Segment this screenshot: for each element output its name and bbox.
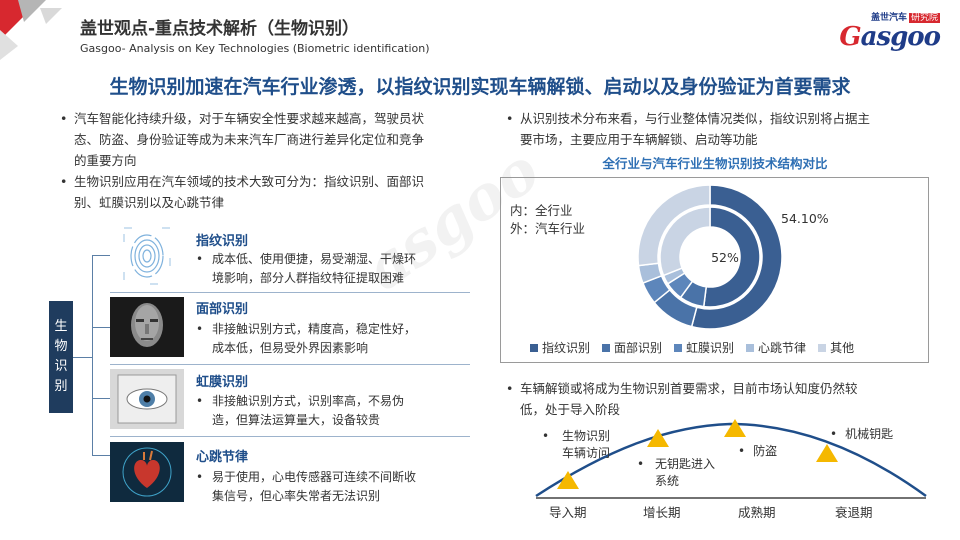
legend-swatch	[746, 344, 755, 352]
inner-center-label: 52%	[711, 250, 739, 265]
heart-icon	[110, 442, 184, 502]
chart-frame	[500, 177, 929, 363]
donut-chart	[637, 184, 783, 330]
stage-label-decline: 衰退期	[835, 505, 873, 520]
legend-swatch	[530, 344, 538, 352]
lifecycle-item-4: • 机械钥匙	[830, 427, 894, 441]
tree-branch	[92, 455, 110, 456]
tech-desc-fingerprint: • 成本低、使用便捷，易受潮湿、干燥环 境影响，部分人群指纹特征提取困难	[196, 252, 417, 285]
outer-data-label: 54.10%	[781, 211, 829, 226]
right-bullet-2: • 车辆解锁或将成为生物识别首要需求，目前市场认知度仍然较 低，处于导入阶段	[506, 381, 858, 417]
left-bullet-2: • 生物识别应用在汽车领域的技术大致可分为：指纹识别、面部识 别、虹膜识别以及心…	[60, 174, 425, 210]
legend-label: 面部识别	[614, 341, 663, 355]
tech-title-fingerprint: 指纹识别	[196, 234, 249, 249]
stage-marker-2	[647, 429, 669, 447]
legend-item: 心跳节律	[746, 341, 806, 355]
legend-swatch	[602, 344, 611, 352]
tech-title-face: 面部识别	[196, 302, 249, 317]
legend-swatch	[818, 344, 827, 352]
chart-legend: 指纹识别 面部识别 虹膜识别 心跳节律 其他	[530, 339, 866, 356]
divider	[110, 436, 470, 437]
lifecycle-item-2: • 无钥匙进入 系统	[637, 457, 716, 488]
iris-icon	[110, 369, 184, 429]
legend-label: 其他	[830, 341, 855, 355]
stage-label-mature: 成熟期	[738, 505, 776, 520]
legend-item: 其他	[818, 341, 854, 355]
legend-item: 虹膜识别	[674, 341, 734, 355]
lifecycle-item-1: • 生物识别 车辆访问	[542, 429, 611, 460]
tree-branch	[92, 398, 110, 399]
stage-marker-4	[816, 444, 838, 462]
right-bullet-1: • 从识别技术分布来看，与行业整体情况类似，指纹识别将占据主 要市场，主要应用于…	[506, 111, 871, 147]
legend-item: 面部识别	[602, 341, 662, 355]
chart-title: 全行业与汽车行业生物识别技术结构对比	[602, 156, 828, 171]
header-decoration	[0, 0, 62, 60]
fingerprint-icon	[123, 227, 171, 285]
inner-slice-4	[659, 206, 711, 277]
page-title: 盖世观点-重点技术解析（生物识别）	[80, 19, 360, 39]
left-bullet-1: • 汽车智能化持续升级，对于车辆安全性要求越来越高，驾驶员状 态、防盗、身份验证…	[60, 111, 425, 168]
stage-marker-1	[557, 471, 579, 489]
tree-root-label: 生 物 识 别	[49, 301, 73, 413]
stage-label-growth: 增长期	[643, 505, 681, 520]
tech-desc-heartbeat: • 易于使用，心电传感器可连续不间断收 集信号，但心率失常者无法识别	[196, 470, 417, 503]
inner-slice-0	[702, 206, 761, 308]
stage-marker-3	[724, 419, 746, 437]
ring-label: 内：全行业 外：汽车行业	[510, 203, 586, 236]
stage-label-intro: 导入期	[549, 505, 587, 520]
lifecycle-chart	[535, 419, 927, 499]
lifecycle-curve	[535, 422, 927, 498]
legend-item: 指纹识别	[530, 341, 590, 355]
tree-branch	[92, 255, 110, 256]
gasgoo-logo: 盖世汽车 研究院 Gasgoo	[839, 13, 941, 52]
legend-label: 虹膜识别	[686, 341, 735, 355]
tech-desc-iris: • 非接触识别方式，识别率高，不易伪 造，但算法运算量大，设备较贵	[196, 394, 405, 427]
tech-title-heartbeat: 心跳节律	[196, 450, 249, 465]
legend-swatch	[674, 344, 683, 352]
divider	[110, 292, 470, 293]
legend-label: 心跳节律	[758, 341, 807, 355]
tech-desc-face: • 非接触识别方式，精度高，稳定性好， 成本低，但易受外界因素影响	[196, 322, 417, 355]
face-icon	[110, 297, 184, 357]
tree-branch	[92, 327, 110, 328]
lifecycle-item-3: • 防盗	[738, 444, 778, 458]
outer-slice-0	[690, 184, 783, 330]
tree-connector	[73, 357, 92, 358]
tree-connector	[92, 255, 93, 455]
outer-slice-4	[637, 184, 711, 267]
page-subtitle: Gasgoo- Analysis on Key Technologies (Bi…	[80, 42, 430, 55]
tech-title-iris: 虹膜识别	[196, 375, 249, 390]
legend-label: 指纹识别	[542, 341, 591, 355]
headline: 生物识别加速在汽车行业渗透，以指纹识别实现车辆解锁、启动以及身份验证为首要需求	[109, 76, 851, 98]
divider	[110, 364, 470, 365]
